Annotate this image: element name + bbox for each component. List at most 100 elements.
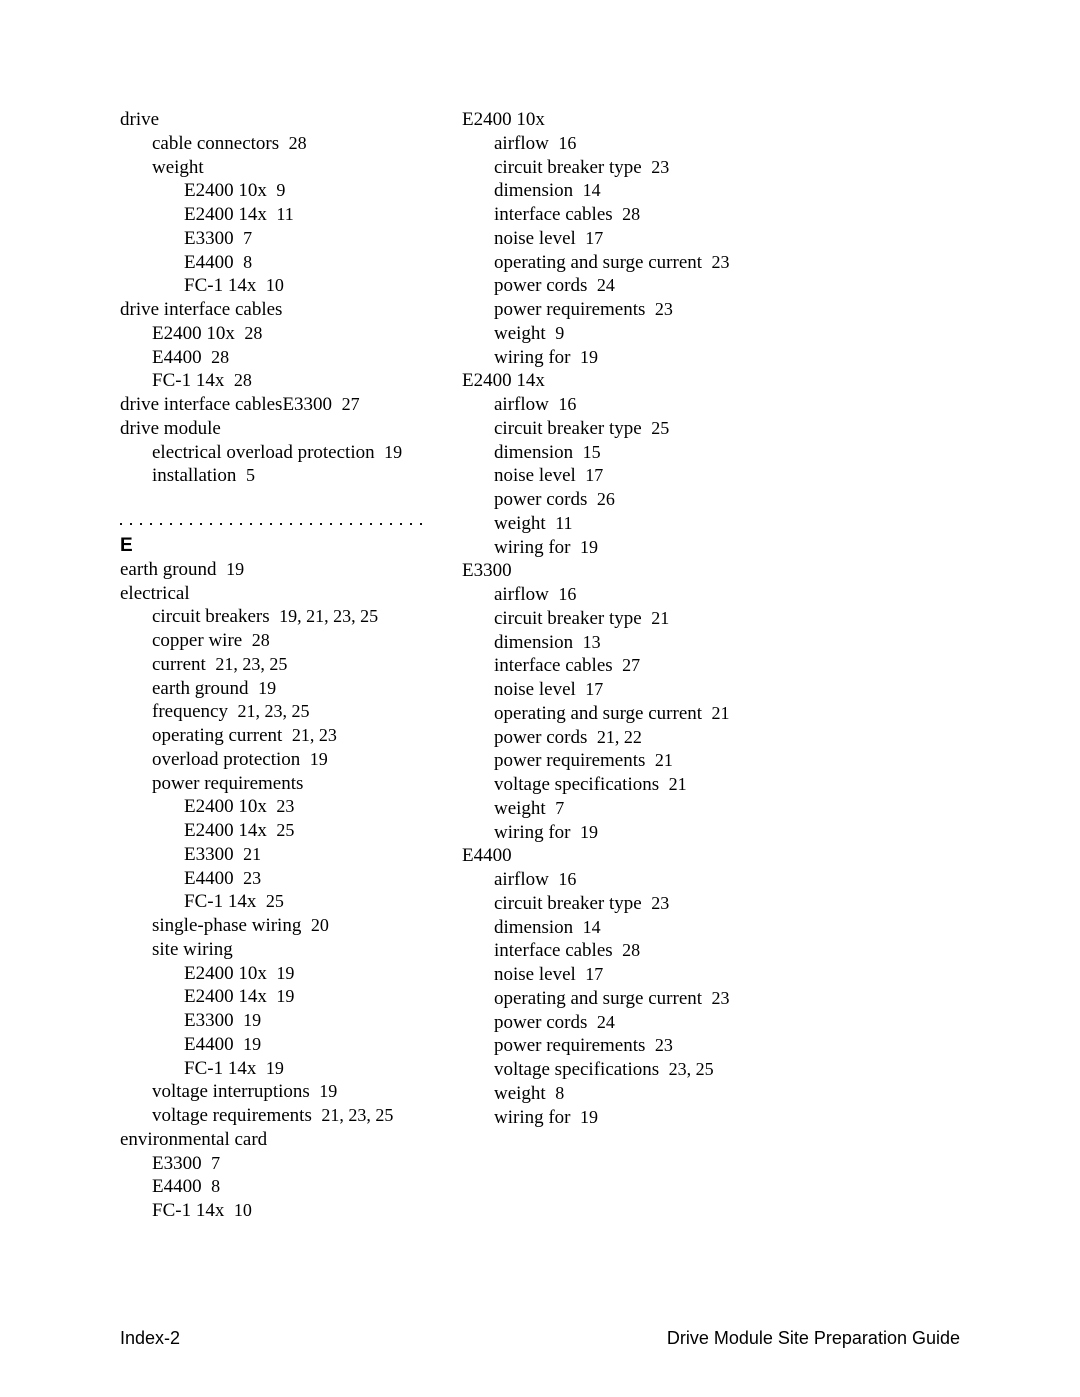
index-term: E4400 <box>184 252 234 273</box>
page-reference[interactable]: 23 <box>655 1035 673 1055</box>
index-entry: E3300 19 <box>120 1009 430 1033</box>
page-reference[interactable]: 21, 23 <box>292 725 337 745</box>
page-reference[interactable]: 17 <box>585 465 603 485</box>
page-reference[interactable]: 21 <box>712 703 730 723</box>
page-reference[interactable]: 19 <box>580 1107 598 1127</box>
index-term: E4400 <box>184 868 234 889</box>
page-reference[interactable]: 16 <box>558 133 576 153</box>
index-entry: circuit breaker type 23 <box>462 892 772 916</box>
page-reference[interactable]: 17 <box>585 228 603 248</box>
index-entry: wiring for 19 <box>462 346 772 370</box>
page-reference[interactable]: 21, 23, 25 <box>321 1105 393 1125</box>
index-entry: weight 9 <box>462 322 772 346</box>
index-entry: overload protection 19 <box>120 748 430 772</box>
index-entry: drive <box>120 108 430 132</box>
page-reference[interactable]: 28 <box>622 204 640 224</box>
index-column-left: drivecable connectors 28weightE2400 10x … <box>120 108 430 1223</box>
page-reference[interactable]: 28 <box>244 323 262 343</box>
page-reference[interactable]: 7 <box>211 1153 220 1173</box>
page-reference[interactable]: 16 <box>558 869 576 889</box>
page-reference[interactable]: 19 <box>319 1081 337 1101</box>
page-reference[interactable]: 11 <box>555 513 572 533</box>
index-columns: drivecable connectors 28weightE2400 10x … <box>120 108 960 1223</box>
page-reference[interactable]: 19 <box>243 1010 261 1030</box>
page-reference[interactable]: 19 <box>258 678 276 698</box>
page-reference[interactable]: 21, 23, 25 <box>237 701 309 721</box>
index-term: weight <box>494 323 546 344</box>
page-reference[interactable]: 19, 21, 23, 25 <box>279 606 378 626</box>
page-reference[interactable]: 23 <box>276 796 294 816</box>
index-term: copper wire <box>152 630 242 651</box>
page-reference[interactable]: 17 <box>585 679 603 699</box>
page-reference[interactable]: 11 <box>276 204 293 224</box>
page-reference[interactable]: 23, 25 <box>669 1059 714 1079</box>
page-reference[interactable]: 27 <box>622 655 640 675</box>
index-entry: circuit breakers 19, 21, 23, 25 <box>120 605 430 629</box>
index-entry: operating and surge current 21 <box>462 702 772 726</box>
page-reference[interactable]: 21, 23, 25 <box>215 654 287 674</box>
index-entry: environmental card <box>120 1128 430 1152</box>
page-reference[interactable]: 19 <box>310 749 328 769</box>
page-reference[interactable]: 25 <box>266 891 284 911</box>
page-reference[interactable]: 13 <box>583 632 601 652</box>
page-reference[interactable]: 19 <box>276 986 294 1006</box>
page-reference[interactable]: 16 <box>558 584 576 604</box>
index-entry: wiring for 19 <box>462 821 772 845</box>
page-reference[interactable]: 19 <box>580 347 598 367</box>
page-reference[interactable]: 23 <box>655 299 673 319</box>
page-reference[interactable]: 19 <box>266 1058 284 1078</box>
page-reference[interactable]: 19 <box>276 963 294 983</box>
page-reference[interactable]: 8 <box>211 1176 220 1196</box>
page-reference[interactable]: 21 <box>243 844 261 864</box>
page-reference[interactable]: 10 <box>234 1200 252 1220</box>
page-reference[interactable]: 19 <box>243 1034 261 1054</box>
page-reference[interactable]: 7 <box>555 798 564 818</box>
page-reference[interactable]: 28 <box>289 133 307 153</box>
index-term: installation <box>152 465 236 486</box>
page-reference[interactable]: 5 <box>246 465 255 485</box>
page-reference[interactable]: 28 <box>622 940 640 960</box>
page-reference[interactable]: 24 <box>597 1012 615 1032</box>
page-reference[interactable]: 23 <box>712 988 730 1008</box>
page-reference[interactable]: 21 <box>651 608 669 628</box>
page-reference[interactable]: 28 <box>234 370 252 390</box>
index-term: drive <box>120 109 159 130</box>
page-reference[interactable]: 28 <box>252 630 270 650</box>
page-reference[interactable]: 19 <box>226 559 244 579</box>
page-reference[interactable]: 7 <box>243 228 252 248</box>
page-reference[interactable]: 25 <box>651 418 669 438</box>
page-reference[interactable]: 15 <box>583 442 601 462</box>
index-term: power cords <box>494 1012 587 1033</box>
page-reference[interactable]: 21, 22 <box>597 727 642 747</box>
page-reference[interactable]: 9 <box>276 180 285 200</box>
page-reference[interactable]: 19 <box>580 537 598 557</box>
page-reference[interactable]: 16 <box>558 394 576 414</box>
page-reference[interactable]: 23 <box>651 157 669 177</box>
page-reference[interactable]: 23 <box>651 893 669 913</box>
index-entry: earth ground 19 <box>120 558 430 582</box>
page-reference[interactable]: 19 <box>580 822 598 842</box>
page-reference[interactable]: 26 <box>597 489 615 509</box>
page-reference[interactable]: 14 <box>583 917 601 937</box>
page-reference[interactable]: 20 <box>311 915 329 935</box>
page-reference[interactable]: 28 <box>211 347 229 367</box>
page-reference[interactable]: 9 <box>555 323 564 343</box>
page-reference[interactable]: 8 <box>243 252 252 272</box>
page-reference[interactable]: 10 <box>266 275 284 295</box>
index-entry: noise level 17 <box>462 678 772 702</box>
page-reference[interactable]: 14 <box>583 180 601 200</box>
page-reference[interactable]: 23 <box>712 252 730 272</box>
index-entry: installation 5 <box>120 464 430 488</box>
page-reference[interactable]: 21 <box>669 774 687 794</box>
page-reference[interactable]: 24 <box>597 275 615 295</box>
page-reference[interactable]: 27 <box>342 394 360 414</box>
index-entry: voltage interruptions 19 <box>120 1080 430 1104</box>
page-reference[interactable]: 21 <box>655 750 673 770</box>
page-reference[interactable]: 25 <box>276 820 294 840</box>
page-reference[interactable]: 23 <box>243 868 261 888</box>
page-reference[interactable]: 19 <box>384 442 402 462</box>
index-term: E2400 10x <box>184 963 267 984</box>
page-reference[interactable]: 8 <box>555 1083 564 1103</box>
page-reference[interactable]: 17 <box>585 964 603 984</box>
index-entry: airflow 16 <box>462 583 772 607</box>
